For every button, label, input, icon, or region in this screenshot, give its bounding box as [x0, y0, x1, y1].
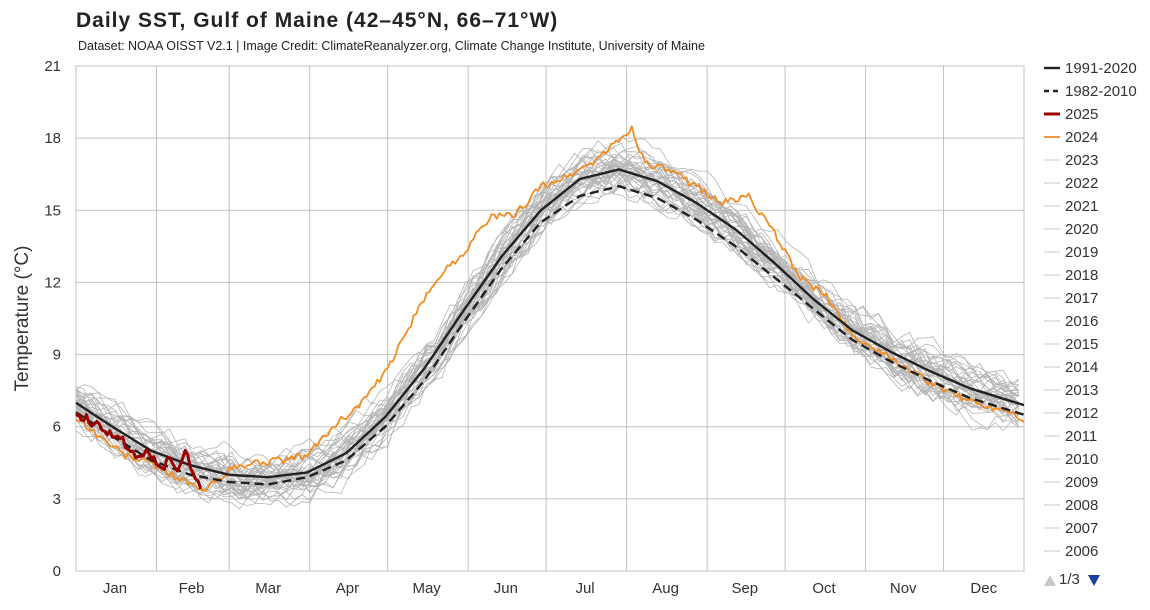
y-tick-label: 3 [53, 491, 61, 508]
legend-item-label[interactable]: 2015 [1065, 336, 1098, 353]
highlight-series-group [75, 125, 1025, 492]
legend-item-label[interactable]: 2020 [1065, 221, 1098, 238]
legend-page-indicator: 1/3 [1059, 571, 1080, 588]
x-tick-label: Apr [336, 580, 359, 597]
series-line-1982-2010 [75, 185, 1025, 486]
legend-item-label[interactable]: 2014 [1065, 359, 1098, 376]
y-tick-label: 6 [53, 419, 61, 436]
chart-subtitle: Dataset: NOAA OISST V2.1 | Image Credit:… [78, 39, 705, 53]
legend-page-down-icon[interactable] [1088, 575, 1100, 586]
historical-year-line [75, 174, 1020, 510]
x-tick-label: Jan [103, 580, 127, 597]
legend-page-up-icon[interactable] [1044, 575, 1056, 586]
y-tick-label: 0 [53, 563, 61, 580]
x-tick-label: Dec [970, 580, 997, 597]
x-tick-label: Jul [575, 580, 594, 597]
historical-year-line [75, 142, 1019, 487]
x-tick-label: Mar [255, 580, 281, 597]
y-tick-label: 12 [44, 274, 61, 291]
y-axis: 0 3 6 9 12 15 18 21 [44, 58, 61, 580]
x-tick-label: Aug [652, 580, 679, 597]
x-axis: Jan Feb Mar Apr May Jun Jul Aug Sep Oct Nov Dec [103, 580, 998, 597]
legend-item-label[interactable]: 1982-2010 [1065, 83, 1137, 100]
legend-pager: 1/3 [1044, 571, 1100, 588]
historical-year-line [75, 166, 1020, 488]
legend-item-label[interactable]: 2013 [1065, 382, 1098, 399]
historical-year-line [75, 147, 1020, 472]
y-tick-label: 9 [53, 347, 61, 364]
legend-item-label[interactable]: 2019 [1065, 244, 1098, 261]
grid-lines [76, 65, 1024, 572]
legend-item-label[interactable]: 2010 [1065, 451, 1098, 468]
legend-item-label[interactable]: 2008 [1065, 497, 1098, 514]
historical-year-line [75, 136, 1020, 481]
historical-year-line [75, 172, 1020, 508]
historical-year-line [75, 170, 1020, 490]
series-line-2025 [75, 412, 203, 490]
legend-item-label[interactable]: 2024 [1065, 129, 1098, 146]
y-tick-label: 21 [44, 58, 61, 75]
x-tick-label: Sep [731, 580, 758, 597]
series-line-1991-2020 [75, 168, 1025, 479]
historical-year-line [75, 164, 1019, 501]
legend-item-label[interactable]: 1991-2020 [1065, 60, 1137, 77]
chart-title: Daily SST, Gulf of Maine (42–45°N, 66–71… [76, 9, 558, 32]
y-axis-label: Temperature (°C) [12, 246, 33, 392]
legend: 1991-2020 1982-2010 2025 2024 2023 2022 2021 20… [1044, 60, 1137, 560]
x-tick-label: Jun [494, 580, 518, 597]
x-tick-label: Feb [179, 580, 205, 597]
series-line-2024 [75, 125, 1025, 492]
legend-item-label[interactable]: 2017 [1065, 290, 1098, 307]
legend-item-label[interactable]: 2016 [1065, 313, 1098, 330]
legend-item-label[interactable]: 2022 [1065, 175, 1098, 192]
x-tick-label: May [412, 580, 441, 597]
legend-item-label[interactable]: 2018 [1065, 267, 1098, 284]
legend-item-label[interactable]: 2009 [1065, 474, 1098, 491]
historical-year-line [75, 181, 1020, 500]
y-tick-label: 15 [44, 202, 61, 219]
legend-item-label[interactable]: 2012 [1065, 405, 1098, 422]
legend-item-label[interactable]: 2006 [1065, 543, 1098, 560]
legend-item-label[interactable]: 2023 [1065, 152, 1098, 169]
legend-item-label[interactable]: 2021 [1065, 198, 1098, 215]
legend-item-label[interactable]: 2007 [1065, 520, 1098, 537]
legend-item-label[interactable]: 2025 [1065, 106, 1098, 123]
x-tick-label: Nov [890, 580, 917, 597]
x-tick-label: Oct [812, 580, 836, 597]
y-tick-label: 18 [44, 130, 61, 147]
legend-item-label[interactable]: 2011 [1065, 428, 1097, 445]
